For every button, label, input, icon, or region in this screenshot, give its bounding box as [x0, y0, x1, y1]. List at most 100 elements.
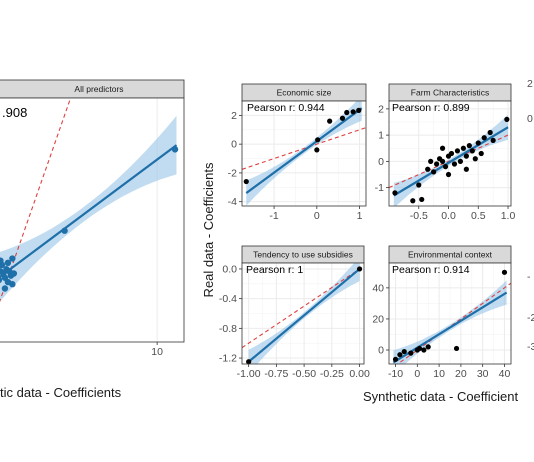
- y-tick-label: -1: [375, 182, 384, 194]
- y-tick-label: 0: [231, 139, 237, 151]
- data-point: [61, 227, 68, 234]
- data-point: [501, 269, 508, 275]
- data-point: [339, 115, 346, 121]
- identity-line: [0, 98, 72, 303]
- regression-line: [245, 107, 363, 194]
- panel-title: Farm Characteristics: [411, 88, 489, 98]
- data-point: [171, 146, 179, 153]
- regression-line: [392, 291, 508, 364]
- edge-tick-label: -3: [527, 341, 534, 353]
- data-point: [472, 156, 478, 162]
- x-tick-label: -0.5: [410, 210, 428, 222]
- plot-border: [241, 262, 365, 365]
- y-tick-label: 2: [231, 110, 237, 122]
- data-point: [451, 161, 458, 167]
- x-tick-label: 10: [433, 368, 445, 380]
- edge-tick-label: 0: [527, 113, 533, 125]
- pearson-label: Pearson r: 1: [246, 264, 303, 276]
- data-point: [490, 137, 496, 143]
- panel-4: Tendency to use subsidies -1.00 -0.75 -0.50…: [219, 245, 370, 380]
- x-tick-label: 0: [314, 210, 320, 222]
- y-tick-label: -2: [228, 167, 237, 179]
- y-tick-label: 2: [378, 103, 384, 115]
- x-tick-label: -10: [388, 368, 403, 380]
- identity-line: [242, 127, 366, 170]
- data-point: [344, 109, 350, 116]
- pearson-label: Pearson r: 0.944: [247, 102, 325, 114]
- data-point: [401, 348, 407, 355]
- pearson-label: Pearson r: 0.899: [392, 102, 470, 114]
- gridlines: [242, 101, 366, 206]
- pearson-label: Pearson r: 0.914: [392, 264, 470, 276]
- data-point: [460, 145, 466, 151]
- data-point: [356, 266, 363, 272]
- confidence-band: [246, 101, 362, 206]
- data-point: [9, 255, 16, 262]
- data-point: [425, 344, 431, 350]
- x-tick-label: 0.5: [471, 210, 486, 222]
- data-point: [442, 164, 449, 170]
- y-tick-label: 0: [378, 156, 384, 168]
- y-tick-label: -1.2: [219, 353, 237, 365]
- data-point: [481, 135, 487, 141]
- data-point: [466, 143, 472, 149]
- data-point: [421, 347, 427, 353]
- x-tick-label: 30: [477, 368, 489, 380]
- data-point: [504, 116, 510, 122]
- panel-3: Farm Characteristics -0.5 0.0 0.5 1.0 2 1 0 -1 Pe…: [375, 83, 515, 222]
- y-tick-label: -4: [228, 196, 237, 208]
- data-point: [410, 198, 416, 204]
- pearson-label: .908: [2, 105, 27, 120]
- data-point: [4, 259, 12, 267]
- edge-tick-label: -2: [527, 312, 534, 324]
- data-point: [392, 356, 399, 362]
- y-tick-label: 40: [372, 282, 384, 294]
- data-point: [327, 118, 333, 124]
- data-point: [487, 129, 493, 136]
- data-point: [463, 153, 469, 159]
- right-x-axis-title: Synthetic data - Coefficient: [363, 389, 519, 404]
- data-point: [9, 281, 16, 288]
- data-point: [425, 166, 431, 172]
- data-point: [448, 150, 455, 157]
- x-tick-label: 0.00: [349, 368, 370, 380]
- data-point: [350, 109, 356, 115]
- data-point: [397, 352, 403, 358]
- data-point: [408, 350, 414, 356]
- data-point: [439, 158, 446, 164]
- identity-line: [242, 265, 364, 349]
- left-x-axis-title: tic data - Coefficients: [0, 385, 122, 400]
- right-y-axis-title: Real data - Coefficients: [201, 162, 216, 297]
- identity-line: [396, 282, 511, 364]
- data-point: [453, 345, 460, 352]
- data-point: [0, 257, 4, 264]
- x-tick-label: 0.0: [441, 210, 456, 222]
- data-point: [457, 158, 464, 164]
- panel-title: Environmental context: [408, 250, 493, 260]
- data-point: [469, 148, 475, 154]
- regression-line: [247, 268, 361, 363]
- data-point: [314, 147, 320, 153]
- data-point: [475, 140, 481, 146]
- panel-title: All predictors: [74, 84, 123, 94]
- edge-tick-label: 2: [527, 78, 533, 90]
- data-point: [454, 148, 461, 154]
- panel-title: Tendency to use subsidies: [253, 250, 353, 260]
- confidence-band: [393, 280, 507, 364]
- x-tick-label: -0.75: [264, 368, 288, 380]
- x-tick-label: -1: [269, 210, 278, 222]
- x-tick-label: -0.25: [320, 368, 344, 380]
- data-point: [416, 345, 423, 352]
- panel-2: Economic size -1 0 1 2 0 -2 -4 Pearson r: 0.944: [228, 83, 367, 222]
- regression-line: [393, 126, 509, 197]
- x-tick-label: 1: [357, 210, 363, 222]
- y-tick-label: -0.8: [219, 323, 237, 335]
- data-point: [428, 158, 434, 164]
- plot-border: [0, 97, 185, 343]
- data-point: [439, 145, 446, 151]
- plot-area: [0, 98, 184, 342]
- panel-5: Environmental context -10 0 10 20 30 40 40 20 0 Pe…: [372, 245, 512, 380]
- x-tick-label: 40: [499, 368, 511, 380]
